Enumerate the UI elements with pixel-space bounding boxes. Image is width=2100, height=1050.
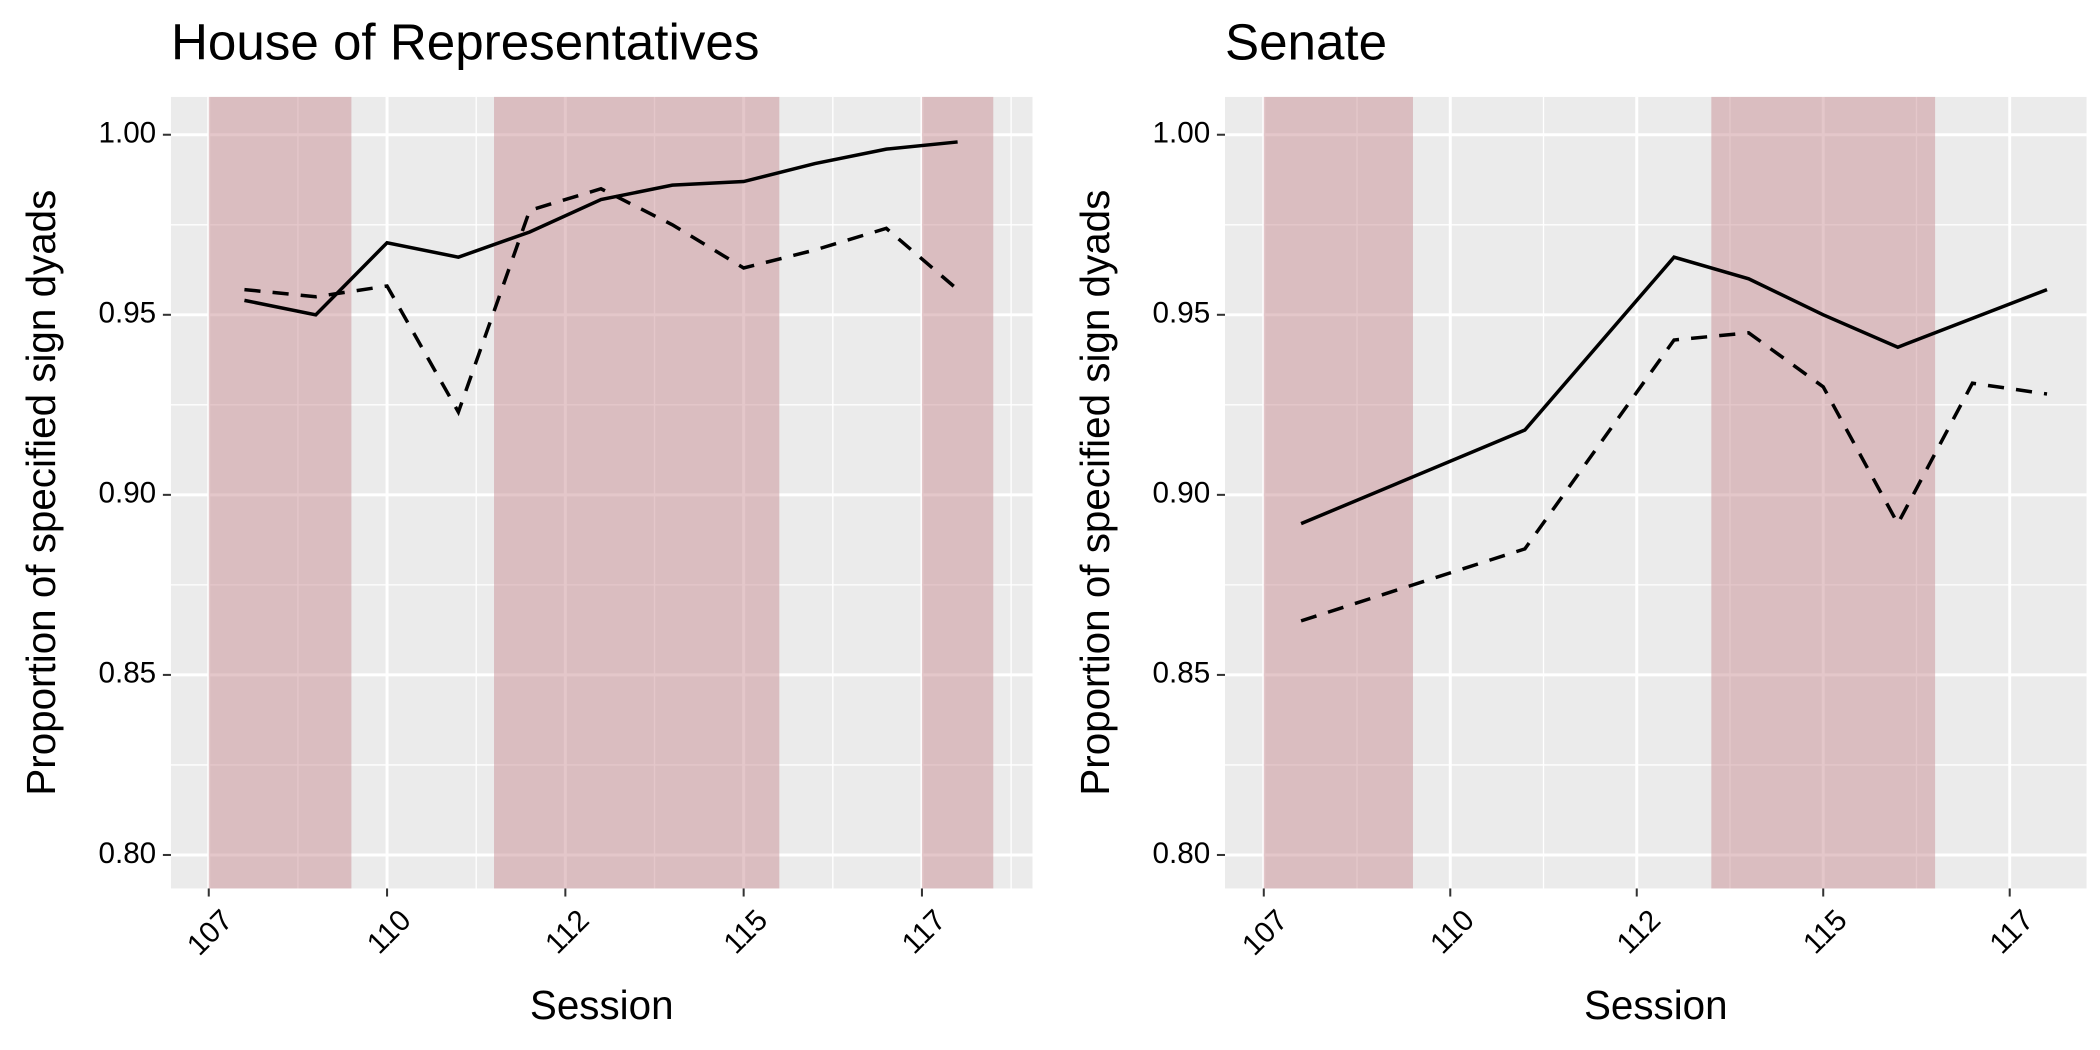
line-series [1300,330,2048,623]
x-axis-label: Session [530,982,674,1028]
y-axis-label: Proportion of specified sign dyads [18,190,64,796]
shaded-region [921,96,994,889]
shaded-region [1711,96,1936,889]
x-tick-label: 110 [1424,904,1481,961]
x-tick-label: 107 [1236,904,1294,962]
y-tick-label: 0.95 [1153,297,1211,330]
x-tick-label: 112 [1610,904,1667,961]
x-tick-label: 115 [717,904,774,961]
x-tick-label: 112 [539,904,596,961]
y-tick-label: 0.80 [99,837,157,870]
y-tick-label: 0.95 [99,297,157,330]
shaded-region [1263,96,1413,889]
y-tick-label: 1.00 [99,117,157,150]
y-tick-label: 0.85 [1153,657,1211,690]
y-tick-label: 0.90 [1153,477,1211,510]
y-tick-label: 0.85 [99,657,157,690]
x-tick-label: 117 [896,904,953,961]
y-tick-label: 1.00 [1153,117,1211,150]
x-tick-label: 117 [1983,904,2040,961]
shaded-region [494,96,780,889]
chart-title: Senate [1225,13,1387,70]
x-tick-label: 110 [361,904,418,961]
line-series [244,140,958,317]
x-tick-label: 115 [1797,904,1854,961]
line-series [1300,255,2048,526]
y-axis-label: Proportion of specified sign dyads [1072,190,1118,796]
shaded-region [208,96,352,889]
line-series [244,186,959,417]
x-tick-label: 107 [181,904,239,962]
y-tick-label: 0.90 [99,477,157,510]
chart-title: House of Representatives [171,13,759,70]
x-axis-label: Session [1584,982,1728,1028]
y-tick-label: 0.80 [1153,837,1211,870]
